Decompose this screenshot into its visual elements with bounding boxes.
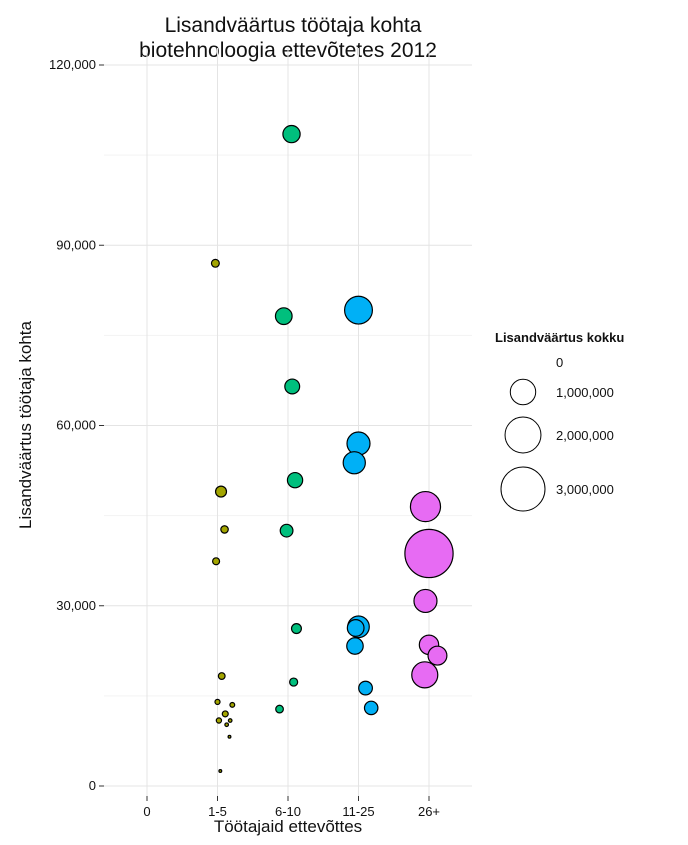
bubble-point (229, 701, 236, 708)
y-axis: 0 30,000 60,000 90,000 120,000 (49, 57, 104, 793)
bubble-point (427, 645, 448, 666)
legend-label: 1,000,000 (556, 385, 614, 400)
y-tick-label: 60,000 (56, 418, 96, 433)
bubble-point (214, 698, 221, 706)
data-points (210, 124, 454, 773)
bubble-point (212, 557, 221, 566)
bubble-point (411, 661, 439, 689)
legend-label: 3,000,000 (556, 482, 614, 497)
x-tick-label: 1-5 (208, 804, 227, 819)
bubble-point (227, 734, 232, 739)
legend-label: 2,000,000 (556, 428, 614, 443)
grid-lines (104, 48, 472, 796)
bubble-point (413, 588, 438, 614)
bubble-point (346, 619, 365, 637)
bubble-point (290, 623, 302, 635)
x-axis-title: Töötajaid ettevõttes (214, 817, 362, 836)
bubble-point (346, 431, 371, 456)
legend-label: 0 (556, 355, 563, 370)
bubble-point (284, 378, 301, 395)
bubble-point (289, 677, 299, 687)
legend-key (509, 378, 537, 406)
legend-key (500, 466, 546, 512)
bubble-point (286, 471, 304, 489)
bubble-point (279, 523, 294, 538)
bubble-point (210, 258, 220, 268)
x-tick-label: 26+ (418, 804, 440, 819)
x-tick-label: 11-25 (342, 804, 374, 819)
bubble-point (221, 710, 229, 718)
bubble-point (275, 704, 284, 714)
x-tick-label: 6-10 (275, 804, 301, 819)
chart-title-line-1: Lisandväärtus töötaja kohta (165, 14, 422, 37)
bubble-point (220, 525, 229, 534)
bubble-point (404, 528, 454, 579)
legend-title: Lisandväärtus kokku (495, 330, 624, 345)
y-tick-label: 120,000 (49, 57, 96, 72)
y-tick-label: 0 (89, 778, 96, 793)
bubble-point (282, 124, 301, 144)
bubble-point (218, 768, 223, 773)
y-axis-title: Lisandväärtus töötaja kohta (16, 320, 35, 528)
size-legend: Lisandväärtus kokku 0 1,000,000 2,000,000 3… (495, 330, 624, 512)
bubble-point (224, 722, 230, 728)
y-tick-label: 30,000 (56, 598, 96, 613)
bubble-point (342, 451, 366, 475)
x-axis: 0 1-5 6-10 11-25 26+ (143, 796, 440, 819)
bubble-point (363, 700, 379, 716)
bubble-point (215, 717, 223, 724)
x-tick-label: 0 (143, 804, 150, 819)
bubble-point (409, 490, 442, 523)
bubble-point (346, 637, 364, 655)
bubble-point (358, 680, 373, 696)
bubble-point (343, 295, 374, 325)
bubble-point (274, 307, 293, 326)
bubble-point (214, 485, 228, 498)
y-tick-label: 90,000 (56, 237, 96, 252)
legend-key (504, 416, 542, 454)
bubble-point (217, 672, 226, 681)
bubble-point (227, 718, 233, 723)
